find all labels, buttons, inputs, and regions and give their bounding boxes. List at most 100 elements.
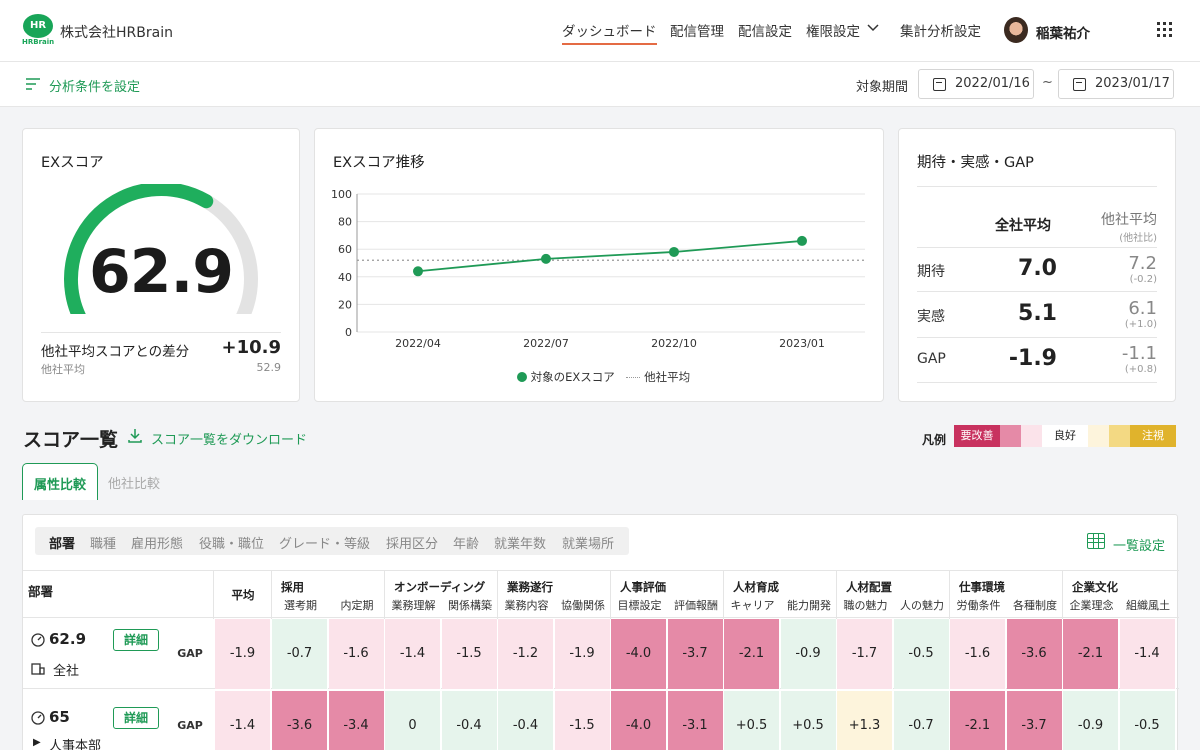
subtab-workplace[interactable]: 就業場所 bbox=[562, 537, 615, 552]
nav-distribution-management[interactable]: 配信管理 bbox=[670, 24, 724, 40]
detail-button[interactable]: 詳細 bbox=[113, 707, 159, 729]
end-date-value: 2023/01/17 bbox=[1095, 76, 1170, 91]
row-name: 全社 bbox=[53, 664, 80, 679]
avg-label: 他社平均 bbox=[41, 363, 85, 376]
subtab-hiring-type[interactable]: 採用区分 bbox=[386, 537, 439, 552]
subtab-tenure[interactable]: 就業年数 bbox=[494, 537, 547, 552]
subtab-employment-type[interactable]: 雇用形態 bbox=[131, 537, 184, 552]
app-grid-icon[interactable] bbox=[1157, 22, 1172, 37]
score-cell[interactable]: -3.1 bbox=[667, 691, 724, 750]
avg-column-header: 平均 bbox=[231, 588, 255, 602]
group-header: 採用 bbox=[281, 580, 304, 594]
score-cell[interactable]: -2.1 bbox=[1063, 619, 1119, 689]
avg-cell: -1.9 bbox=[215, 619, 271, 689]
row-name: 人事本部 bbox=[49, 739, 102, 750]
ex-score-card: EXスコア 62.9 他社平均スコアとの差分 +10.9 他社平均 52.9 bbox=[22, 128, 300, 402]
score-cell[interactable]: +1.3 bbox=[837, 691, 893, 750]
user-name[interactable]: 稲葉祐介 bbox=[1036, 26, 1090, 42]
filter-icon[interactable] bbox=[26, 78, 40, 90]
tab-company-comparison[interactable]: 他社比較 bbox=[107, 477, 160, 492]
company-name: 株式会社HRBrain bbox=[60, 25, 173, 41]
subgroup-header: 組織風土 bbox=[1126, 599, 1170, 612]
score-cell[interactable]: -0.5 bbox=[1119, 691, 1176, 750]
score-cell[interactable]: -0.4 bbox=[498, 691, 554, 750]
column-separator bbox=[610, 571, 611, 619]
column-separator bbox=[271, 571, 272, 619]
start-date-field[interactable]: 2022/01/16 bbox=[918, 69, 1034, 99]
score-cell[interactable]: +0.5 bbox=[724, 691, 780, 750]
score-cell[interactable]: -3.6 bbox=[1006, 619, 1063, 689]
score-cell[interactable]: -4.0 bbox=[611, 691, 667, 750]
score-cell[interactable]: -3.4 bbox=[328, 691, 385, 750]
subtab-grade[interactable]: グレード・等級 bbox=[279, 537, 371, 552]
attribute-subtabs: 部署 職種 雇用形態 役職・職位 グレード・等級 採用区分 年齢 就業年数 就業… bbox=[35, 527, 629, 555]
diff-value: +10.9 bbox=[221, 337, 282, 358]
score-cell[interactable]: -0.9 bbox=[780, 619, 837, 689]
subtab-department[interactable]: 部署 bbox=[49, 537, 76, 552]
tab-attribute-comparison[interactable]: 属性比較 bbox=[22, 463, 98, 500]
score-cell[interactable]: -1.5 bbox=[554, 691, 611, 750]
subtab-position[interactable]: 役職・職位 bbox=[199, 537, 265, 552]
expand-icon[interactable]: ▶ bbox=[33, 737, 41, 748]
download-icon[interactable] bbox=[127, 428, 143, 444]
score-cell[interactable]: -1.6 bbox=[328, 619, 385, 689]
legend-swatch bbox=[1109, 425, 1130, 447]
score-cell[interactable]: -0.7 bbox=[893, 691, 950, 750]
score-cell[interactable]: -3.6 bbox=[272, 691, 328, 750]
legend-needs-improvement: 要改善 bbox=[954, 425, 1000, 447]
y-tick-label: 0 bbox=[345, 326, 352, 339]
trend-title: EXスコア推移 bbox=[333, 155, 425, 171]
chevron-down-icon[interactable] bbox=[866, 21, 880, 35]
legend-avg-marker bbox=[626, 377, 641, 378]
divider bbox=[917, 291, 1157, 292]
score-cell[interactable]: -3.7 bbox=[1006, 691, 1063, 750]
subgroup-header: 労働条件 bbox=[956, 599, 1001, 612]
score-cell[interactable]: -2.1 bbox=[950, 691, 1006, 750]
ex-score-gauge bbox=[64, 184, 258, 314]
table-icon[interactable] bbox=[1087, 533, 1105, 549]
score-table-panel: 部署 職種 雇用形態 役職・職位 グレード・等級 採用区分 年齢 就業年数 就業… bbox=[22, 514, 1179, 750]
score-cell[interactable]: 0 bbox=[385, 691, 441, 750]
logo-wordmark: HRBrain bbox=[22, 38, 55, 46]
score-cell[interactable]: -1.5 bbox=[441, 619, 498, 689]
ex-score-title: EXスコア bbox=[41, 155, 104, 171]
score-cell[interactable]: -1.9 bbox=[554, 619, 611, 689]
score-cell[interactable]: -2.1 bbox=[724, 619, 780, 689]
score-cell[interactable]: -1.2 bbox=[498, 619, 554, 689]
subtab-job-type[interactable]: 職種 bbox=[90, 537, 117, 552]
subgroup-header: 評価報酬 bbox=[674, 599, 718, 612]
detail-button[interactable]: 詳細 bbox=[113, 629, 159, 651]
score-cell[interactable]: -0.9 bbox=[1063, 691, 1119, 750]
hrbrain-logo[interactable]: HR HRBrain bbox=[22, 14, 54, 48]
subgroup-header: 人の魅力 bbox=[900, 599, 944, 612]
score-cell[interactable]: -0.7 bbox=[272, 619, 328, 689]
subgroup-header: 目標設定 bbox=[617, 599, 662, 612]
subgroup-header: 内定期 bbox=[340, 599, 374, 612]
avatar[interactable] bbox=[1004, 17, 1028, 43]
table-row: 65 詳細 ▶ 人事本部 GAP -1.4 -3.6 -3.4 0 -0.4 -0.4 -1.5 -4.… bbox=[23, 691, 1179, 750]
analysis-conditions-link[interactable]: 分析条件を設定 bbox=[49, 80, 141, 95]
score-cell[interactable]: -0.5 bbox=[893, 619, 950, 689]
nav-permission-settings[interactable]: 権限設定 bbox=[806, 24, 860, 40]
actual-value: 5.1 bbox=[1018, 301, 1057, 326]
end-date-field[interactable]: 2023/01/17 bbox=[1058, 69, 1174, 99]
score-cell[interactable]: -3.7 bbox=[667, 619, 724, 689]
subtab-age[interactable]: 年齢 bbox=[453, 537, 480, 552]
score-cell[interactable]: -1.4 bbox=[385, 619, 441, 689]
score-cell[interactable]: +0.5 bbox=[780, 691, 837, 750]
score-cell[interactable]: -1.7 bbox=[837, 619, 893, 689]
legend-swatch bbox=[1088, 425, 1109, 447]
score-cell[interactable]: -1.4 bbox=[1119, 619, 1176, 689]
score-cell[interactable]: -0.4 bbox=[441, 691, 498, 750]
legend-swatch bbox=[1000, 425, 1021, 447]
other-avg-subheader: (他社比) bbox=[1119, 233, 1157, 244]
score-cell[interactable]: -1.6 bbox=[950, 619, 1006, 689]
ex-score-line bbox=[417, 240, 803, 273]
nav-dashboard[interactable]: ダッシュボード bbox=[562, 20, 657, 45]
nav-analysis-settings[interactable]: 集計分析設定 bbox=[900, 24, 981, 40]
gap-label: GAP bbox=[917, 351, 946, 367]
score-cell[interactable]: -4.0 bbox=[611, 619, 667, 689]
nav-distribution-settings[interactable]: 配信設定 bbox=[738, 24, 792, 40]
download-score-list-link[interactable]: スコア一覧をダウンロード bbox=[151, 433, 308, 448]
list-settings-link[interactable]: 一覧設定 bbox=[1113, 539, 1166, 554]
